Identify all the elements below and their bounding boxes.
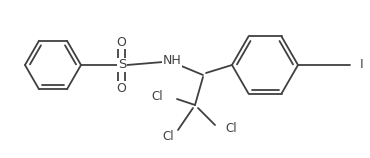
Text: NH: NH <box>163 54 181 67</box>
Text: O: O <box>117 36 127 49</box>
Text: Cl: Cl <box>151 91 163 103</box>
Text: Cl: Cl <box>162 130 174 143</box>
Text: S: S <box>118 58 126 72</box>
Text: Cl: Cl <box>225 122 237 134</box>
Text: I: I <box>360 58 364 72</box>
Text: O: O <box>117 82 127 94</box>
